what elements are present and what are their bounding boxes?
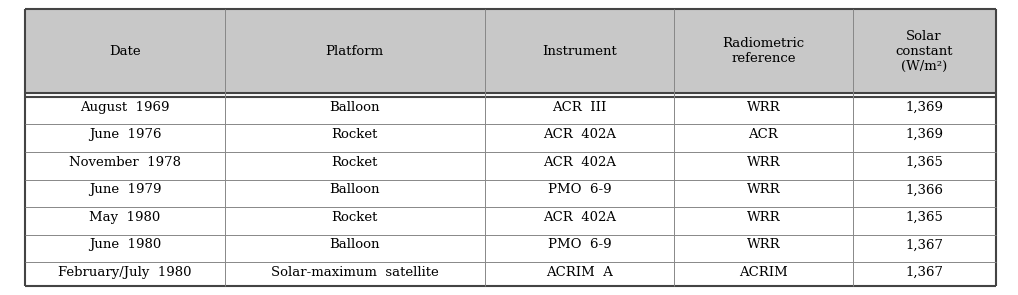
Text: June  1976: June 1976 [89,128,161,141]
Bar [485,9,674,94]
Text: ACR  402A: ACR 402A [543,156,616,169]
Text: Radiometric
reference: Radiometric reference [722,37,804,65]
Text: Balloon: Balloon [330,238,380,251]
Bar [225,9,485,94]
Text: ACRIM  A: ACRIM A [546,266,613,279]
Text: Solar
constant
(W/m²): Solar constant (W/m²) [896,30,953,73]
Text: Date: Date [109,45,140,58]
Text: ACR  III: ACR III [553,101,607,114]
Text: WRR: WRR [746,238,780,251]
Text: 1,367: 1,367 [905,266,943,279]
Text: Platform: Platform [326,45,384,58]
Text: WRR: WRR [746,156,780,169]
Text: Rocket: Rocket [332,128,378,141]
Text: ACR  402A: ACR 402A [543,128,616,141]
Text: November  1978: November 1978 [69,156,181,169]
Text: 1,367: 1,367 [905,238,943,251]
Text: 1,366: 1,366 [905,183,943,196]
Text: Balloon: Balloon [330,101,380,114]
Text: February/July  1980: February/July 1980 [58,266,191,279]
Text: June  1980: June 1980 [89,238,161,251]
Text: PMO  6-9: PMO 6-9 [548,183,611,196]
Text: WRR: WRR [746,101,780,114]
Text: Balloon: Balloon [330,183,380,196]
Text: 1,369: 1,369 [905,101,943,114]
Text: 1,369: 1,369 [905,128,943,141]
Text: ACR: ACR [748,128,778,141]
Bar [674,9,853,94]
Text: 1,365: 1,365 [905,211,943,224]
Text: Rocket: Rocket [332,156,378,169]
Text: WRR: WRR [746,211,780,224]
Bar [853,9,996,94]
Text: Solar-maximum  satellite: Solar-maximum satellite [271,266,439,279]
Text: 1,365: 1,365 [905,156,943,169]
Bar [25,9,225,94]
Text: August  1969: August 1969 [80,101,170,114]
Text: May  1980: May 1980 [90,211,161,224]
Text: WRR: WRR [746,183,780,196]
Text: Instrument: Instrument [542,45,617,58]
Text: Rocket: Rocket [332,211,378,224]
Text: June  1979: June 1979 [89,183,161,196]
Text: PMO  6-9: PMO 6-9 [548,238,611,251]
Text: ACRIM: ACRIM [739,266,788,279]
Text: ACR  402A: ACR 402A [543,211,616,224]
